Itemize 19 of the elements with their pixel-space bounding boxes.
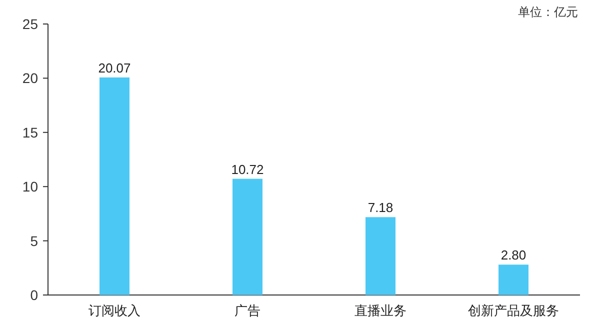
text: 单位：亿元 <box>518 5 578 19</box>
y-tick-label: 20 <box>22 70 38 86</box>
data-label: 7.18 <box>368 200 394 216</box>
data-label: 2.80 <box>500 248 526 263</box>
bar <box>366 217 396 295</box>
x-tick-label: 直播业务 <box>354 303 406 318</box>
y-tick-label: 15 <box>22 124 38 140</box>
bar <box>232 178 262 295</box>
x-tick-label: 广告 <box>234 303 260 318</box>
bar <box>100 77 130 295</box>
y-tick-label: 0 <box>30 287 38 303</box>
y-tick-label: 5 <box>30 232 38 249</box>
x-tick-label: 创新产品及服务 <box>468 303 559 318</box>
y-tick-label: 10 <box>22 178 38 195</box>
y-tick-label: 25 <box>22 16 38 32</box>
data-label: 20.07 <box>98 60 131 76</box>
data-label: 10.72 <box>231 162 264 177</box>
bar <box>498 264 528 295</box>
x-tick-label: 订阅收入 <box>88 303 140 318</box>
